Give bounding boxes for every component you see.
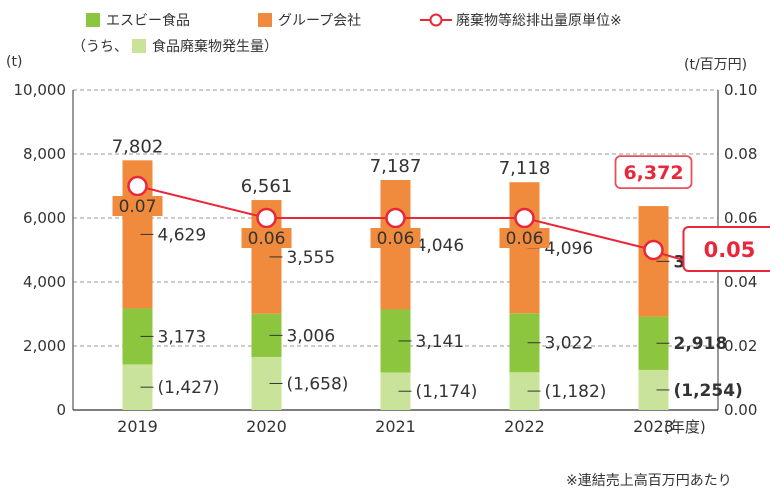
x-tick-label: 2023 <box>633 417 674 436</box>
legend-label-group: グループ会社 <box>278 13 362 29</box>
y2-tick-label: 0.10 <box>724 81 757 99</box>
y-tick-label: 0 <box>56 401 66 419</box>
intensity-label: 0.05 <box>704 238 756 262</box>
label-sb: 2,918 <box>674 334 728 354</box>
label-sb: 3,022 <box>545 334 594 354</box>
intensity-point <box>514 207 535 229</box>
legend-line-marker-icon <box>420 13 452 27</box>
y-tick-label: 6,000 <box>23 209 66 227</box>
legend-prefix: （うち、 <box>72 39 128 55</box>
total-label: 7,802 <box>112 136 164 157</box>
legend-swatch-group <box>258 13 272 27</box>
y-tick-label: 10,000 <box>14 81 67 99</box>
intensity-label-bg <box>241 228 292 248</box>
label-sb: 3,006 <box>287 326 336 346</box>
left-axis-unit: (t) <box>6 54 23 70</box>
legend-swatch-sb <box>86 13 100 27</box>
legend-label-intensity: 廃棄物等総排出量原単位※ <box>456 13 622 29</box>
intensity-point <box>127 175 148 197</box>
label-group: 3,555 <box>287 248 336 268</box>
legend-swatch-food-waste <box>132 39 146 53</box>
label-food-waste: (1,658) <box>287 374 349 394</box>
total-label: 6,372 <box>623 162 683 184</box>
label-sb: 3,173 <box>158 327 207 347</box>
intensity-label: 0.06 <box>248 229 286 249</box>
intensity-label-bg <box>499 228 550 248</box>
label-food-waste: (1,254) <box>674 381 743 401</box>
y-tick-label: 4,000 <box>23 273 66 291</box>
label-group: 4,046 <box>416 236 465 256</box>
label-group: 4,629 <box>158 225 207 245</box>
y-tick-label: 2,000 <box>23 337 66 355</box>
y2-tick-label: 0.06 <box>724 209 757 227</box>
legend-item-group: グループ会社 <box>258 10 361 30</box>
intensity-label: 0.06 <box>506 229 544 249</box>
x-tick-label: 2019 <box>117 417 158 436</box>
intensity-point <box>643 239 664 261</box>
legend-item-sb: エスビー食品 <box>86 10 190 30</box>
intensity-label-bg <box>370 228 421 248</box>
y2-tick-label: 0.08 <box>724 145 757 163</box>
total-callout-box <box>614 155 693 189</box>
legend-item-intensity: 廃棄物等総排出量原単位※ <box>420 10 622 30</box>
legend-label-food-waste: 食品廃棄物発生量 <box>152 39 264 55</box>
label-group: 4,096 <box>545 239 594 259</box>
right-axis-unit: (t/百万円) <box>684 57 748 73</box>
intensity-label-bg <box>112 196 163 216</box>
legend-item-food-waste: （うち、 食品廃棄物発生量 ） <box>72 36 278 56</box>
legend-suffix: ） <box>264 39 278 55</box>
y2-tick-label: 0.04 <box>724 273 757 291</box>
label-sb: 3,141 <box>416 332 465 352</box>
total-label: 7,187 <box>370 156 422 177</box>
intensity-point <box>256 207 277 229</box>
y-tick-label: 8,000 <box>23 145 66 163</box>
x-tick-label: 2022 <box>504 417 545 436</box>
x-tick-label: 2020 <box>246 417 287 436</box>
x-axis-unit: (年度) <box>664 418 706 436</box>
label-food-waste: (1,174) <box>416 382 478 402</box>
intensity-callout-pointer <box>662 253 684 261</box>
x-tick-label: 2021 <box>375 417 416 436</box>
legend-label-sb: エスビー食品 <box>106 13 190 29</box>
intensity-point <box>385 207 406 229</box>
intensity-label: 0.06 <box>377 229 415 249</box>
y2-tick-label: 0.02 <box>724 337 757 355</box>
label-food-waste: (1,182) <box>545 382 607 402</box>
total-label: 7,118 <box>499 158 551 179</box>
y2-tick-label: 0.00 <box>724 401 757 419</box>
intensity-callout-box <box>682 226 770 272</box>
total-label: 6,561 <box>241 176 293 197</box>
label-food-waste: (1,427) <box>158 378 220 398</box>
intensity-label: 0.07 <box>119 197 157 217</box>
footnote: ※連結売上高百万円あたり <box>566 473 732 489</box>
